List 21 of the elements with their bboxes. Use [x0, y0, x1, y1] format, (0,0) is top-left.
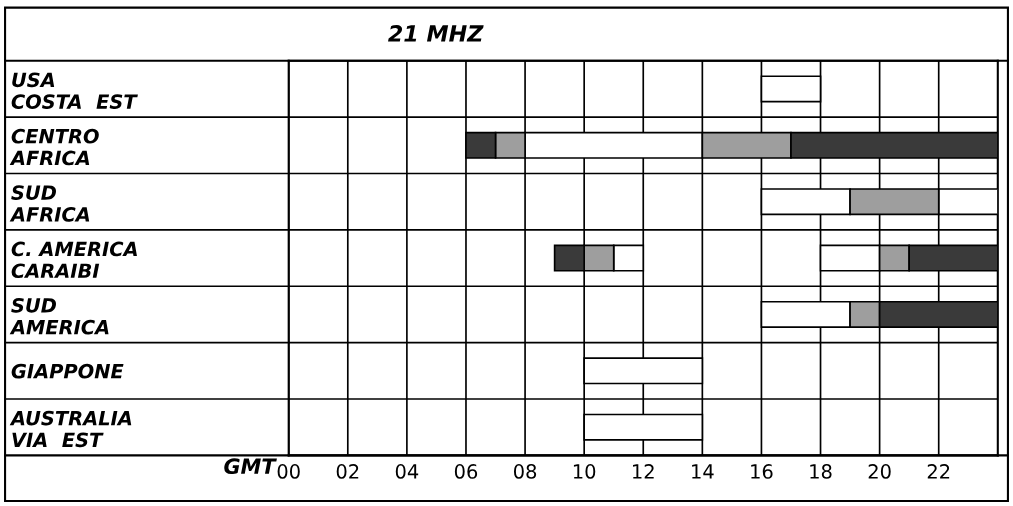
y-tick-label: SUD AFRICA [9, 185, 90, 222]
x-tick-label: 00 [277, 464, 300, 479]
x-tick-label: 18 [810, 464, 832, 479]
y-tick-label: CENTRO AFRICA [9, 128, 99, 166]
x-axis-title: GMT [224, 458, 277, 475]
y-tick-label: GIAPPONE [11, 363, 124, 379]
chart-title: 21 MHZ [388, 25, 484, 42]
y-tick-label: AUSTRALIA VIA EST [9, 410, 132, 448]
x-tick-label: 20 [868, 464, 891, 479]
x-tick-label: 04 [395, 464, 419, 479]
x-tick-label: 02 [336, 464, 359, 479]
x-tick-label: 16 [751, 464, 773, 479]
y-tick-label: USA COSTA EST [11, 72, 138, 109]
y-tick-label: SUD AMERICA [9, 297, 109, 335]
x-tick-label: 22 [927, 464, 950, 479]
x-tick-label: 10 [573, 464, 596, 479]
x-tick-label: 08 [513, 464, 537, 479]
x-tick-label: 14 [692, 464, 714, 479]
x-tick-label: 12 [633, 464, 654, 479]
y-tick-label: C. AMERICA CARAIBI [11, 241, 137, 279]
x-tick-label: 06 [454, 464, 478, 479]
